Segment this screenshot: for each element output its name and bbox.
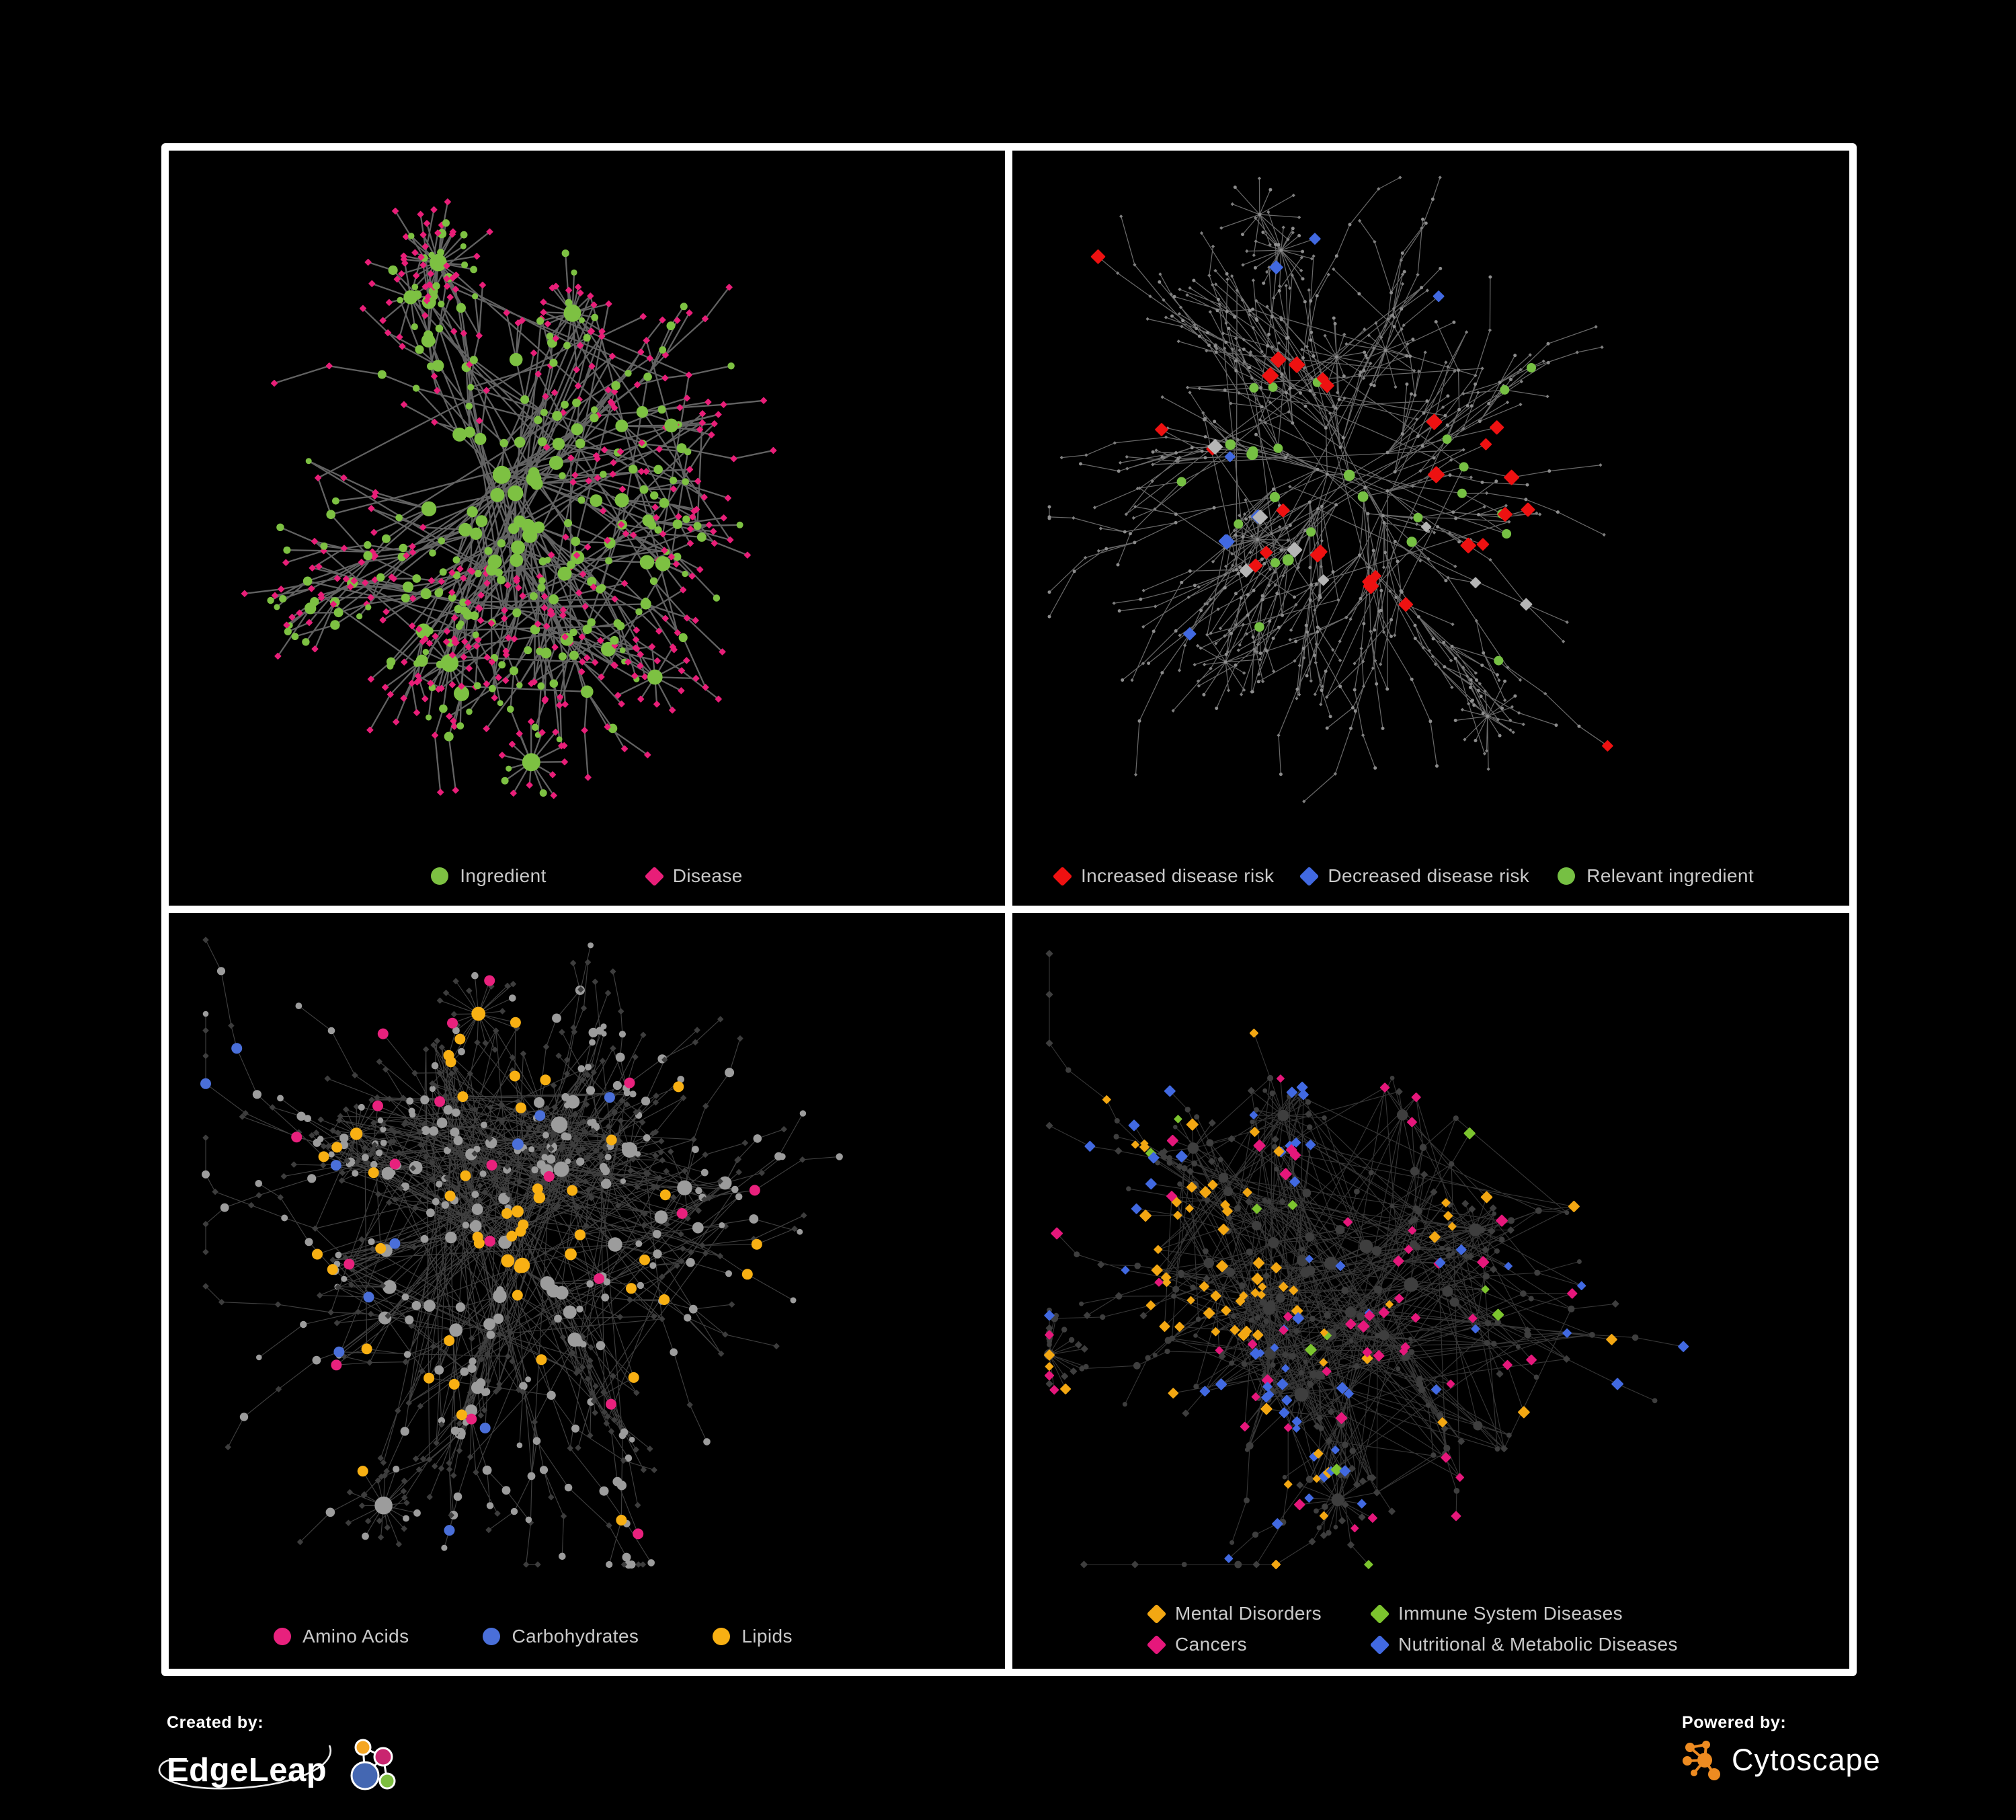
legend-item-mental-disorders: Mental Disorders [1146,1603,1322,1624]
edgeleap-credit: Created by: EdgeLeap [158,1713,398,1803]
legend-item-ingredient: Ingredient [431,865,547,887]
legend-label: Relevant ingredient [1586,865,1755,886]
cancers-diamond-icon [1146,1634,1167,1655]
legend-label: Disease [672,865,743,886]
cytoscape-credit: Powered by: Cytoscape [1682,1713,1881,1782]
edgeleap-brand-row: EdgeLeap [158,1738,398,1803]
disease-risk-network-graph [1047,175,1613,803]
legend-item-lipids: Lipids [713,1626,793,1647]
edgeleap-logo-icon [350,1739,396,1790]
legend-item-relevant-ingredient: Relevant ingredient [1558,865,1754,887]
legend-item-nutritional-metabolic-diseases: Nutritional & Metabolic Diseases [1369,1634,1678,1655]
cytoscape-wordmark: Cytoscape [1732,1743,1881,1777]
powered-by-label: Powered by: [1682,1713,1787,1732]
carbohydrates-circle-icon [483,1628,501,1645]
legend-label: Cancers [1175,1634,1248,1655]
panel-disease-risk: Increased disease risk Decreased disease… [1012,151,1849,906]
nutritional-diseases-diamond-icon [1369,1634,1390,1655]
decreased-risk-diamond-icon [1299,866,1320,886]
cytoscape-brand-row: Cytoscape [1682,1738,1881,1782]
legend-label: Nutritional & Metabolic Diseases [1398,1634,1678,1655]
disease-categories-network-graph [1043,950,1689,1569]
legend-item-amino-acids: Amino Acids [274,1626,409,1647]
immune-diseases-diamond-icon [1369,1604,1390,1624]
legend-item-carbohydrates: Carbohydrates [483,1626,639,1647]
edgeleap-swoosh-curve [158,1745,331,1790]
legend-item-cancers: Cancers [1146,1634,1322,1655]
legend-label: Lipids [741,1626,793,1647]
legend-disease-risk: Increased disease risk Decreased disease… [1012,865,1849,887]
panel-nutrient-classes: Amino Acids Carbohydrates Lipids [169,913,1005,1669]
legend-label: Carbohydrates [512,1626,639,1647]
legend-nutrient-classes: Amino Acids Carbohydrates Lipids [169,1626,1005,1647]
legend-label: Mental Disorders [1175,1603,1322,1624]
legend-label: Ingredient [460,865,547,886]
amino-acids-circle-icon [274,1628,291,1645]
disease-diamond-icon [644,866,665,886]
legend-ingredient-disease: Ingredient Disease [169,865,1005,887]
relevant-ingredient-circle-icon [1558,867,1576,885]
ingredient-disease-network-graph [241,198,777,799]
panel-disease-categories: Mental Disorders Immune System Diseases … [1012,913,1849,1669]
ingredient-circle-icon [431,867,449,885]
legend-label: Decreased disease risk [1328,865,1530,886]
legend-label: Increased disease risk [1081,865,1275,886]
edgeleap-wordmark: EdgeLeap [167,1752,327,1788]
created-by-label: Created by: [167,1713,264,1732]
increased-risk-diamond-icon [1052,866,1073,886]
legend-label: Amino Acids [303,1626,409,1647]
mental-disorders-diamond-icon [1146,1604,1167,1624]
legend-item-immune-system-diseases: Immune System Diseases [1369,1603,1678,1624]
cytoscape-logo-icon [1683,1741,1720,1780]
legend-item-decreased-risk: Decreased disease risk [1299,865,1530,887]
legend-item-increased-risk: Increased disease risk [1052,865,1275,887]
legend-item-disease: Disease [644,865,743,887]
nutrient-classes-network-graph [200,937,843,1569]
legend-label: Immune System Diseases [1398,1603,1623,1624]
panel-ingredient-disease: Ingredient Disease [169,151,1005,906]
legend-disease-categories: Mental Disorders Immune System Diseases … [1146,1603,1678,1655]
lipids-circle-icon [713,1628,731,1645]
panel-grid-frame: Ingredient Disease Increased disease ris… [161,143,1857,1676]
